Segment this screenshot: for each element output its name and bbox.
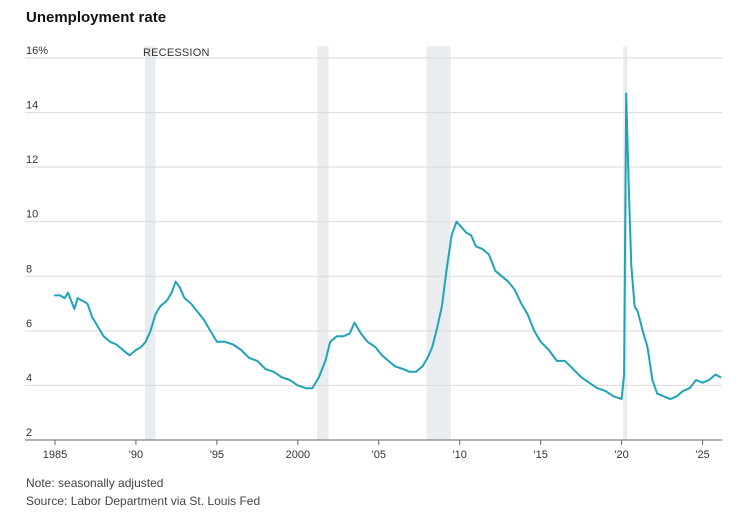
x-tick-label: '25 (695, 449, 709, 461)
chart-title: Unemployment rate (26, 9, 167, 26)
x-tick-label: 2000 (286, 449, 310, 461)
x-tick-label: '95 (210, 449, 224, 461)
x-tick-label: '20 (614, 449, 628, 461)
note-text: Note: seasonally adjusted (26, 476, 164, 490)
x-tick-label: '05 (372, 449, 386, 461)
y-axis: 2 4 6 8 10 12 14 16% (26, 45, 48, 439)
y-tick-label: 16% (26, 45, 48, 57)
y-tick-label: 4 (26, 372, 32, 384)
recession-label: RECESSION (143, 47, 210, 59)
series (54, 92, 722, 401)
recession-bands (144, 46, 628, 440)
y-tick-label: 8 (26, 263, 32, 275)
recession-band (144, 46, 156, 440)
x-tick-label: '10 (453, 449, 467, 461)
x-tick-label: '90 (129, 449, 143, 461)
x-axis: 1985 '90 '95 2000 '05 '10 '15 '20 '25 (43, 440, 710, 461)
y-tick-label: 10 (26, 209, 38, 221)
y-tick-label: 12 (26, 154, 38, 166)
recession-band (426, 46, 451, 440)
gridlines (25, 57, 722, 441)
y-tick-label: 2 (26, 427, 32, 439)
unemployment-line (54, 92, 722, 401)
x-tick-label: 1985 (43, 449, 67, 461)
source-text: Source: Labor Department via St. Louis F… (26, 494, 261, 508)
recession-band (317, 46, 329, 440)
y-tick-label: 6 (26, 318, 32, 330)
x-tick-label: '15 (534, 449, 548, 461)
y-tick-label: 14 (26, 100, 38, 112)
